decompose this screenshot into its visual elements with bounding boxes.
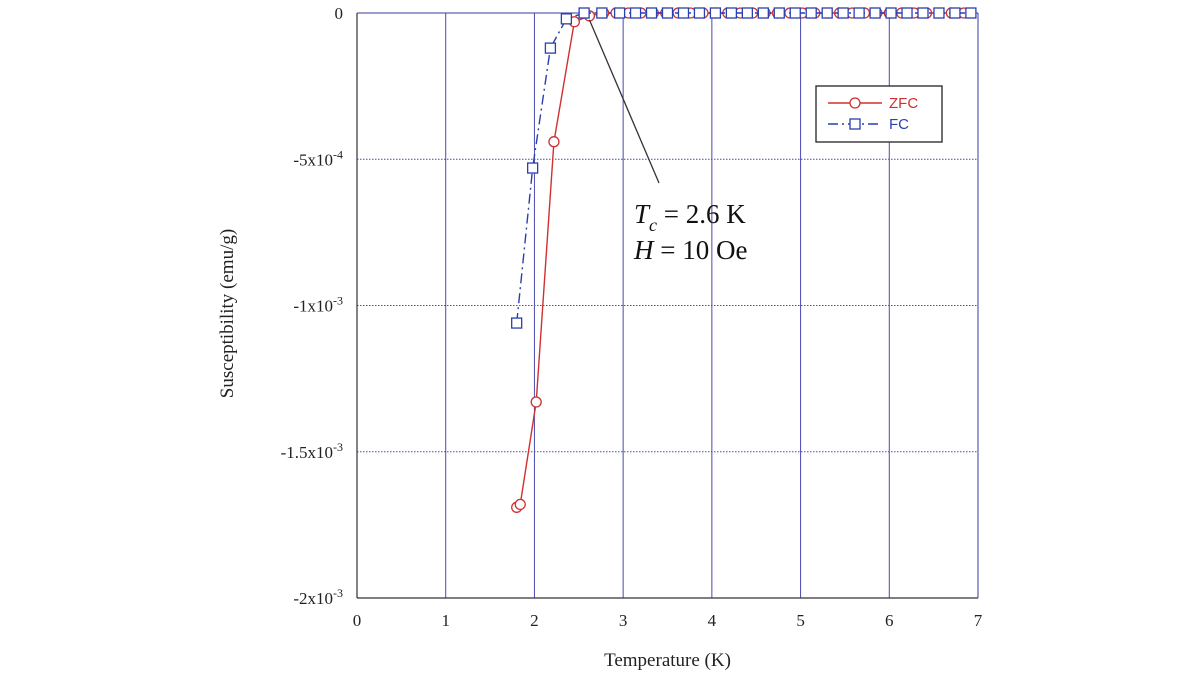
x-tick-label-4: 4: [708, 611, 717, 630]
y-axis-label: Susceptibility (emu/g): [217, 229, 238, 398]
data-point-fc-1: [527, 162, 539, 174]
x-tick-label-1: 1: [441, 611, 450, 630]
x-axis-label: Temperature (K): [604, 650, 731, 671]
annotation-tc-symbol: T: [634, 199, 651, 229]
data-point-fc-0: [511, 317, 523, 329]
x-tick-label-7: 7: [974, 611, 983, 630]
data-point-fc-11: [693, 7, 706, 19]
data-point-fc-18: [805, 7, 817, 19]
x-tick-label-6: 6: [885, 611, 894, 630]
legend-marker-zfc: [849, 97, 861, 109]
annotation-field-text: H = 10 Oe: [633, 235, 747, 265]
data-point-fc-19: [821, 7, 833, 19]
legend-marker-fc: [849, 118, 861, 130]
axis-ticks: 0 1 2 3 4 5 6 7 0 -5x10-4 -1x10-3 -1.5x10-3 -2x10-3: [281, 4, 983, 630]
data-point-fc-21: [853, 7, 865, 19]
series-line-fc: [515, 12, 971, 324]
annotation-tc-value: = 2.6 K: [657, 199, 746, 229]
data-point-fc-26: [933, 7, 945, 19]
data-point-fc-15: [757, 7, 769, 19]
legend-label-fc: FC: [889, 116, 909, 133]
data-point-fc-2: [544, 42, 557, 54]
data-point-fc-20: [837, 7, 849, 19]
data-point-fc-7: [629, 7, 642, 19]
data-point-fc-3: [560, 13, 573, 25]
data-point-fc-25: [917, 7, 929, 19]
x-tick-label-2: 2: [530, 611, 539, 630]
y-tick-label-1: -5x10-4: [293, 147, 343, 169]
data-point-fc-24: [901, 7, 913, 19]
data-point-zfc-1: [514, 498, 526, 511]
annotation-pointer-line: [588, 19, 660, 184]
y-tick-label-4: -2x10-3: [293, 586, 343, 608]
data-point-fc-6: [613, 7, 626, 19]
x-tick-label-3: 3: [619, 611, 628, 630]
legend-label-zfc: ZFC: [889, 95, 918, 112]
y-tick-label-2: -1x10-3: [293, 294, 343, 316]
data-point-fc-12: [709, 7, 722, 19]
data-point-fc-27: [949, 7, 961, 19]
data-point-zfc-2: [530, 396, 542, 408]
y-tick-label-0: 0: [335, 4, 344, 23]
x-tick-label-5: 5: [796, 611, 805, 630]
data-point-fc-8: [645, 7, 658, 19]
data-point-fc-5: [596, 7, 608, 19]
data-point-fc-23: [885, 7, 897, 19]
data-point-zfc-3: [548, 136, 560, 148]
data-point-fc-4: [578, 7, 590, 19]
data-point-fc-9: [661, 7, 674, 19]
data-point-fc-13: [725, 7, 738, 19]
legend: ZFC FC: [815, 85, 943, 143]
data-point-fc-22: [869, 7, 881, 19]
legend-box: [815, 85, 943, 143]
annotation-field-symbol: H: [633, 235, 655, 265]
y-tick-label-3: -1.5x10-3: [281, 440, 343, 462]
annotation: Tc = 2.6 K H = 10 Oe: [588, 19, 747, 265]
annotation-tc-text: Tc = 2.6 K: [634, 199, 746, 235]
annotation-tc-subscript: c: [649, 215, 657, 235]
data-point-fc-28: [965, 7, 977, 19]
x-tick-label-0: 0: [353, 611, 362, 630]
data-point-fc-16: [773, 7, 785, 19]
data-series: [511, 7, 977, 513]
data-point-fc-14: [741, 7, 753, 19]
data-point-fc-10: [677, 7, 690, 19]
annotation-field-value: = 10 Oe: [654, 235, 748, 265]
data-point-fc-17: [789, 7, 801, 19]
